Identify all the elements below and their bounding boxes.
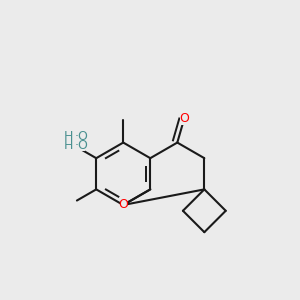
Text: O: O — [179, 112, 189, 125]
Bar — [119, 199, 127, 211]
Text: H: H — [64, 139, 73, 152]
Bar — [63, 136, 85, 151]
Bar — [180, 113, 188, 125]
Text: O: O — [118, 199, 128, 212]
Text: ·O: ·O — [74, 130, 88, 143]
Text: ·O: ·O — [74, 139, 88, 152]
Text: H: H — [64, 130, 73, 143]
